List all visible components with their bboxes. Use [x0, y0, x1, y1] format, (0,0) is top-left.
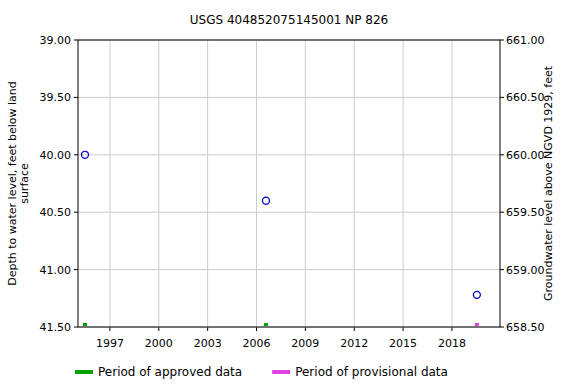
grid-line [78, 269, 500, 270]
tick [109, 327, 110, 331]
data-point [473, 291, 480, 298]
y-axis-label: Depth to water level, feet below landsur… [6, 81, 31, 286]
tick-label: 41.00 [40, 264, 72, 277]
chart: USGS 404852075145001 NP 826 1997 2000 2003 2… [0, 0, 576, 384]
tick-label: 2018 [438, 337, 466, 350]
tick [256, 327, 257, 331]
period-mark [475, 323, 479, 326]
tick [500, 269, 504, 270]
tick [74, 212, 78, 213]
tick [74, 269, 78, 270]
grid-line [305, 40, 306, 327]
tick [74, 40, 78, 41]
y-axis-label-line: surface [18, 163, 31, 204]
tick-label: 658.50 [506, 321, 545, 334]
grid-line [78, 212, 500, 213]
tick [403, 327, 404, 331]
tick [500, 97, 504, 98]
tick-label: 2015 [389, 337, 417, 350]
tick-label: 2003 [194, 337, 222, 350]
grid-line [158, 40, 159, 327]
grid-line [403, 40, 404, 327]
legend-label: Period of provisional data [295, 365, 448, 379]
tick-label: 660.50 [506, 91, 545, 104]
tick [500, 327, 504, 328]
plot-frame [78, 40, 500, 327]
tick [354, 327, 355, 331]
grid-line [207, 40, 208, 327]
grid-line [78, 154, 500, 155]
tick-label: 2009 [291, 337, 319, 350]
tick [305, 327, 306, 331]
tick-label: 2006 [243, 337, 271, 350]
period-mark [264, 323, 268, 326]
tick [74, 327, 78, 328]
tick [74, 97, 78, 98]
y2-axis-label: Groundwater level above NGVD 1929, feet [542, 65, 555, 301]
tick [500, 154, 504, 155]
grid-line [78, 97, 500, 98]
grid-line [354, 40, 355, 327]
tick-label: 40.00 [40, 149, 72, 162]
tick [500, 212, 504, 213]
tick-label: 660.00 [506, 149, 545, 162]
grid-line [451, 40, 452, 327]
tick-label: 661.00 [506, 34, 545, 47]
grid-line [109, 40, 110, 327]
tick [451, 327, 452, 331]
tick-label: 659.00 [506, 264, 545, 277]
tick [158, 327, 159, 331]
data-point [82, 151, 89, 158]
data-point [262, 197, 269, 204]
legend-label: Period of approved data [98, 365, 242, 379]
tick-label: 39.00 [40, 34, 72, 47]
title: USGS 404852075145001 NP 826 [190, 13, 388, 27]
tick-label: 39.50 [40, 91, 72, 104]
tick [500, 40, 504, 41]
tick-label: 40.50 [40, 206, 72, 219]
tick-label: 1997 [96, 337, 124, 350]
plot-area [82, 151, 481, 326]
period-mark [83, 323, 87, 326]
tick-label: 41.50 [40, 321, 72, 334]
grid-line [256, 40, 257, 327]
tick-label: 659.50 [506, 206, 545, 219]
tick [207, 327, 208, 331]
legend-swatch [75, 370, 93, 374]
tick-label: 2012 [340, 337, 368, 350]
tick-label: 2000 [145, 337, 173, 350]
legend-swatch [272, 370, 290, 374]
tick [74, 154, 78, 155]
